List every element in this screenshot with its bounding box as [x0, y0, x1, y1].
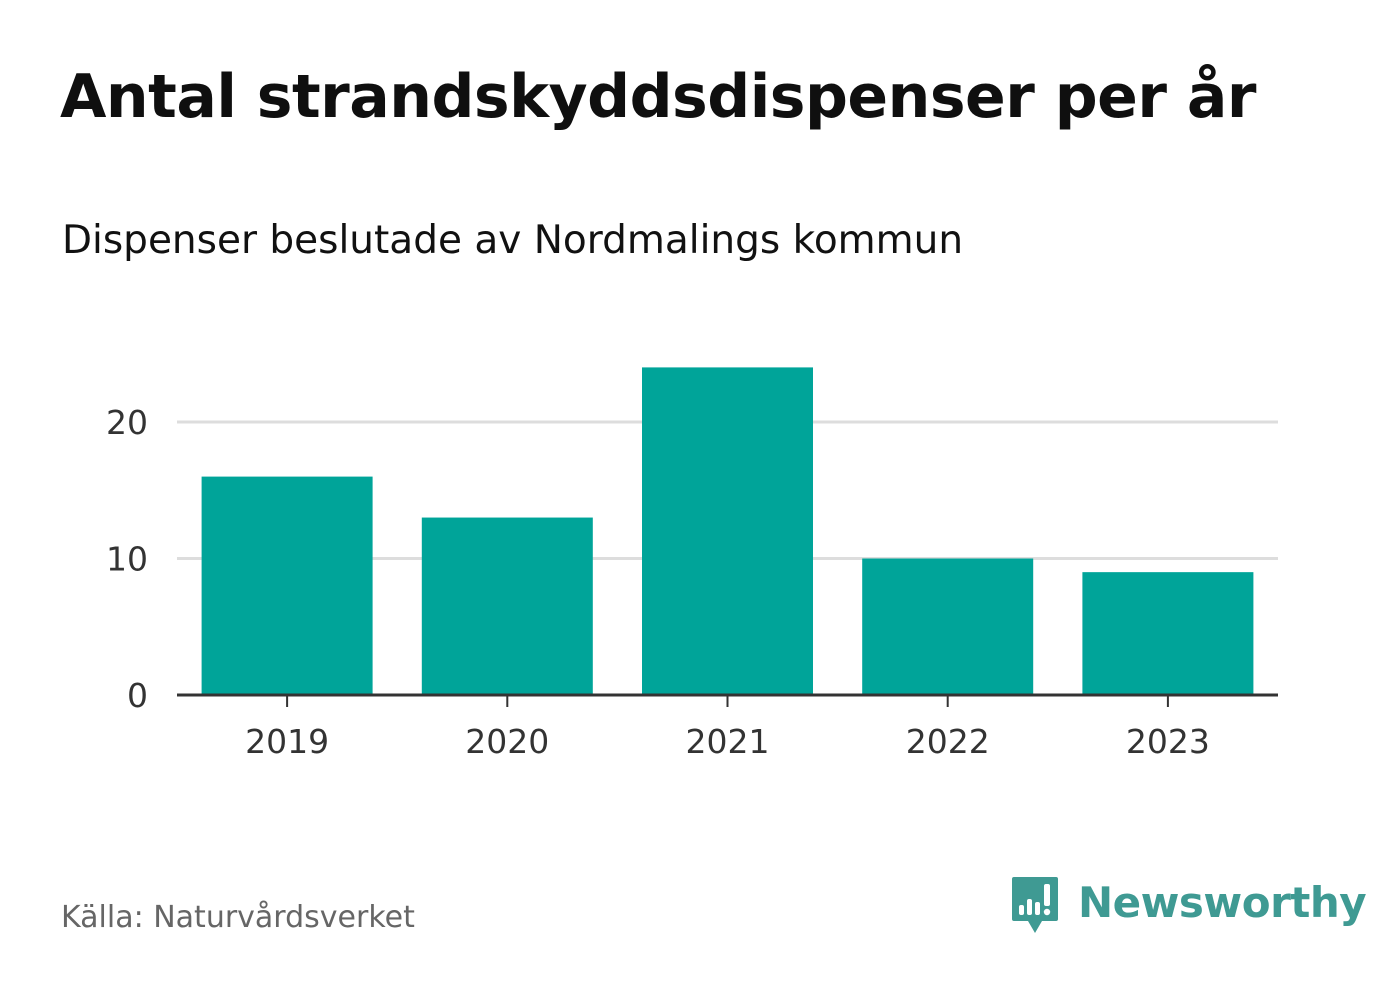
x-tick-label: 2023: [1126, 722, 1210, 761]
bar-2021: [642, 367, 813, 695]
newsworthy-logo-icon: [1012, 877, 1058, 933]
x-tick-label: 2019: [245, 722, 329, 761]
x-tick-label: 2021: [686, 722, 770, 761]
x-axis: [177, 693, 1278, 707]
x-tick-label: 2022: [906, 722, 990, 761]
chart-title: Antal strandskyddsdispenser per år: [60, 62, 1256, 132]
bar-2022: [862, 558, 1034, 695]
source-note: Källa: Naturvårdsverket: [61, 900, 415, 935]
bar-2019: [201, 476, 373, 695]
x-tick-label: 2020: [465, 722, 549, 761]
brand-name: Newsworthy: [1078, 878, 1367, 927]
bar-2023: [1082, 572, 1254, 695]
bars: [201, 367, 1254, 695]
y-tick-label: 10: [106, 540, 148, 579]
brand: Newsworthy: [1010, 875, 1367, 945]
y-tick-label: 0: [127, 676, 148, 715]
y-tick-label: 20: [106, 403, 148, 442]
axis-labels: 0 10 20 2019 2020 2021 2022 2023: [106, 403, 1210, 761]
bar-2020: [421, 517, 593, 695]
chart-subtitle: Dispenser beslutade av Nordmalings kommu…: [62, 218, 964, 263]
